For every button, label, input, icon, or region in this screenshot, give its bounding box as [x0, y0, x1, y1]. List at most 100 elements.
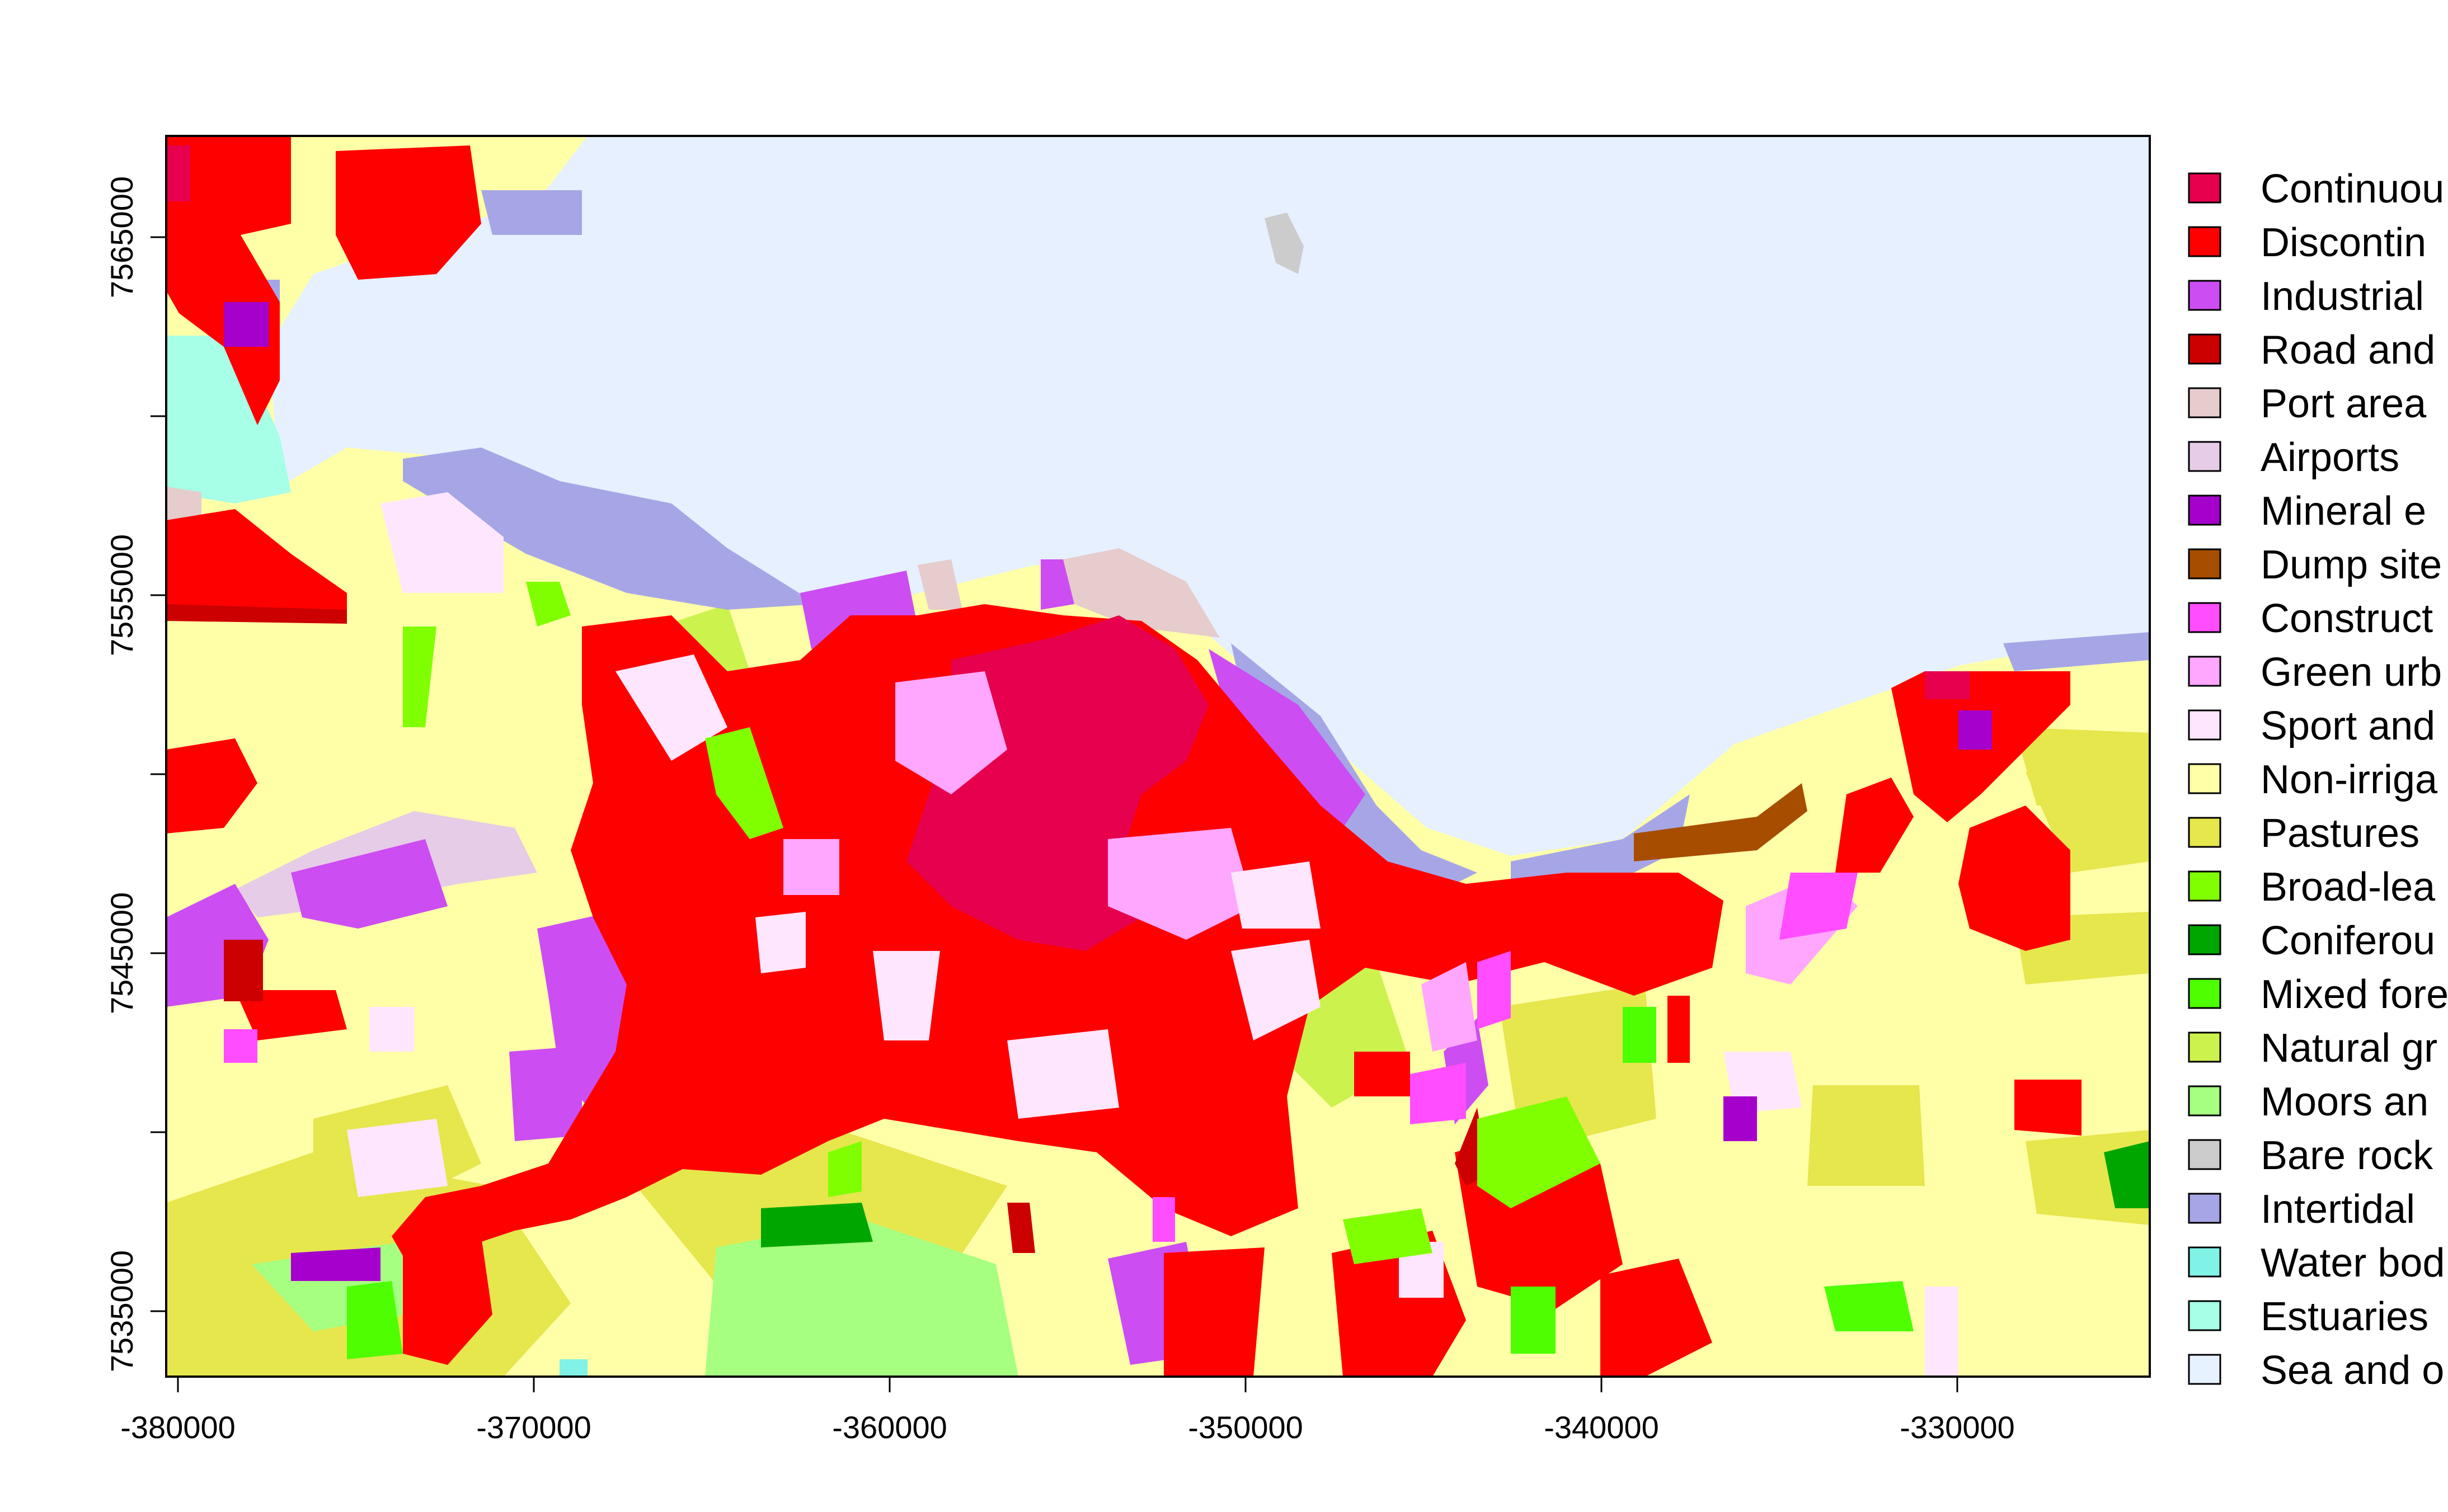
industrial-area: [1209, 649, 1365, 828]
y-tick-label: 7565000: [104, 176, 139, 298]
road-rail-network: [1007, 1203, 1035, 1253]
legend-item: Discontin: [2188, 220, 2426, 265]
discontinuous-urban: [1354, 1052, 1410, 1096]
legend-swatch: [2188, 333, 2221, 365]
legend-item: Port area: [2188, 381, 2427, 426]
legend-swatch: [2188, 1031, 2221, 1063]
sport-leisure: [873, 951, 940, 1040]
pasture-patch: [1807, 1085, 1925, 1186]
legend-swatch: [2188, 817, 2221, 848]
industrial-area: [509, 1046, 582, 1141]
y-tick-label: 7555000: [104, 534, 139, 656]
intertidal-flats: [2003, 632, 2150, 671]
discontinuous-urban: [1667, 996, 1690, 1063]
legend-item: Sea and o: [2188, 1348, 2444, 1393]
legend-label: Coniferou: [2261, 918, 2435, 963]
sport-leisure: [347, 1119, 448, 1197]
legend-item: Non-irriga: [2188, 757, 2438, 802]
sport-leisure: [369, 1007, 414, 1052]
legend-label: Water bod: [2261, 1241, 2445, 1285]
legend-label: Intertidal: [2261, 1187, 2415, 1232]
legend-item: Sport and: [2188, 704, 2435, 748]
legend-label: Green urb: [2261, 650, 2442, 695]
discontinuous-urban: [166, 136, 291, 425]
discontinuous-urban: [166, 509, 347, 621]
construction-site: [1477, 951, 1511, 1029]
bare-rock-islet: [1265, 213, 1304, 274]
x-tick-label: -380000: [120, 1410, 236, 1445]
broad-leaved-forest: [1477, 1096, 1600, 1208]
legend-label: Mixed fore: [2261, 972, 2448, 1017]
discontinuous-urban: [1164, 1247, 1265, 1377]
green-urban-area: [1421, 962, 1477, 1052]
construction-site: [1153, 1197, 1175, 1242]
broad-leaved-forest: [828, 1141, 862, 1197]
legend-label: Mineral e: [2261, 489, 2426, 534]
sport-leisure: [1925, 1287, 1958, 1377]
legend-swatch: [2188, 1246, 2221, 1278]
legend-swatch: [2188, 494, 2221, 526]
legend-item: Coniferou: [2188, 918, 2435, 963]
sport-leisure: [755, 912, 806, 973]
legend-item: Intertidal: [2188, 1187, 2415, 1232]
discontinuous-urban: [336, 145, 481, 280]
pasture-patch: [2014, 727, 2150, 806]
legend-label: Continuou: [2261, 167, 2444, 211]
broad-leaved-forest: [403, 627, 436, 727]
legend-label: Dump site: [2261, 543, 2442, 587]
sport-leisure: [1007, 1029, 1119, 1119]
water-body: [560, 1359, 588, 1377]
discontinuous-urban: [166, 738, 257, 833]
construction-site: [224, 1029, 257, 1063]
green-urban-area: [1108, 828, 1253, 940]
coniferous-forest: [761, 1203, 873, 1247]
industrial-area: [1041, 559, 1074, 610]
mineral-extraction: [1958, 710, 1992, 750]
continuous-urban: [1925, 671, 1970, 699]
legend-item: Pastures: [2188, 811, 2419, 856]
road-rail-network: [166, 604, 347, 624]
moors-patch: [705, 1219, 1018, 1377]
legend-swatch: [2188, 1139, 2221, 1170]
legend-label: Estuaries: [2261, 1294, 2428, 1339]
broad-leaved-forest: [1343, 1208, 1432, 1264]
construction-site: [1410, 1063, 1466, 1124]
legend-swatch: [2188, 1300, 2221, 1331]
sport-leisure: [615, 654, 727, 761]
discontinuous-urban: [2014, 1080, 2081, 1136]
sport-leisure: [380, 492, 504, 593]
legend-swatch: [2188, 172, 2221, 204]
intertidal-flats: [1511, 794, 1690, 895]
legend-swatch: [2188, 548, 2221, 580]
legend-swatch: [2188, 441, 2221, 472]
continuous-urban: [166, 145, 190, 201]
legend-label: Industrial: [2261, 274, 2424, 319]
legend-label: Non-irriga: [2261, 757, 2438, 802]
legend-swatch: [2188, 924, 2221, 955]
sport-leisure: [1231, 861, 1321, 929]
legend-item: Airports: [2188, 435, 2399, 480]
land-cover-raster[interactable]: [166, 136, 2150, 1377]
legend-label: Sport and: [2261, 704, 2435, 748]
construction-site: [1779, 873, 1858, 940]
mineral-extraction: [224, 302, 269, 347]
legend-swatch: [2188, 763, 2221, 794]
broad-leaved-forest: [705, 727, 783, 839]
legend-swatch: [2188, 280, 2221, 311]
discontinuous-urban: [1835, 778, 1914, 873]
discontinuous-urban: [1600, 1259, 1712, 1377]
discontinuous-urban: [235, 990, 347, 1040]
mixed-forest: [1511, 1287, 1556, 1354]
dump-site: [1634, 783, 1807, 861]
intertidal-flats: [403, 448, 817, 610]
legend-item: Water bod: [2188, 1241, 2445, 1285]
legend-swatch: [2188, 978, 2221, 1009]
x-tick-label: -350000: [1188, 1410, 1303, 1445]
legend-item: Broad-lea: [2188, 865, 2436, 910]
intertidal-flats: [481, 190, 582, 235]
x-tick-label: -370000: [476, 1410, 591, 1445]
legend-label: Sea and o: [2261, 1348, 2444, 1393]
discontinuous-urban: [403, 1236, 492, 1365]
port-area: [918, 559, 962, 610]
